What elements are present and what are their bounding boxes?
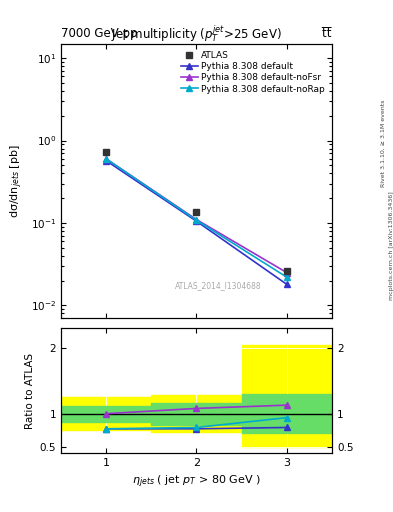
Y-axis label: Ratio to ATLAS: Ratio to ATLAS [26,353,35,429]
X-axis label: $\eta_{jets}$ ( jet $p_T$ > 80 GeV ): $\eta_{jets}$ ( jet $p_T$ > 80 GeV ) [132,474,261,490]
Text: 7000 GeV pp: 7000 GeV pp [61,27,138,40]
Text: t̅t̅: t̅t̅ [323,27,332,40]
Title: Jet multiplicity ($p_T^{jet}$>25 GeV): Jet multiplicity ($p_T^{jet}$>25 GeV) [111,23,282,44]
Text: mcplots.cern.ch [arXiv:1306.3436]: mcplots.cern.ch [arXiv:1306.3436] [389,191,393,300]
Text: Rivet 3.1.10, ≥ 3.1M events: Rivet 3.1.10, ≥ 3.1M events [381,100,386,187]
Text: ATLAS_2014_I1304688: ATLAS_2014_I1304688 [175,281,261,290]
Legend: ATLAS, Pythia 8.308 default, Pythia 8.308 default-noFsr, Pythia 8.308 default-no: ATLAS, Pythia 8.308 default, Pythia 8.30… [178,48,328,96]
Y-axis label: dσ/dn$_{jets}$ [pb]: dσ/dn$_{jets}$ [pb] [9,144,25,218]
